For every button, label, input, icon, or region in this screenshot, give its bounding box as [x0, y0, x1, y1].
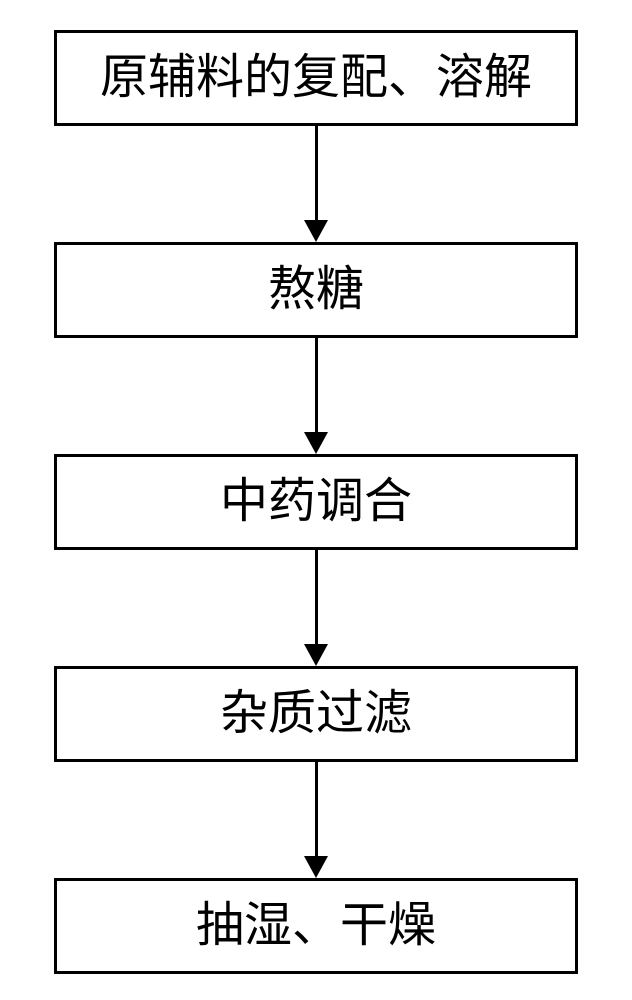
arrow-head-icon	[304, 432, 328, 454]
flowchart-node-step3: 中药调合	[54, 454, 578, 550]
flowchart-node-step4: 杂质过滤	[54, 666, 578, 762]
flowchart-node-label: 抽湿、干燥	[196, 902, 436, 950]
arrow-head-icon	[304, 644, 328, 666]
arrow-head-icon	[304, 220, 328, 242]
arrow-head-icon	[304, 856, 328, 878]
arrow-line	[315, 338, 318, 432]
flowchart-node-step5: 抽湿、干燥	[54, 878, 578, 974]
flowchart-node-label: 中药调合	[220, 478, 412, 526]
flowchart-node-step1: 原辅料的复配、溶解	[54, 30, 578, 126]
arrow-line	[315, 762, 318, 856]
flowchart-node-step2: 熬糖	[54, 242, 578, 338]
arrow-line	[315, 550, 318, 644]
arrow-line	[315, 126, 318, 220]
flowchart-container: 原辅料的复配、溶解 熬糖 中药调合 杂质过滤 抽湿、干燥	[0, 0, 632, 1000]
flowchart-node-label: 熬糖	[268, 266, 364, 314]
flowchart-node-label: 原辅料的复配、溶解	[100, 54, 532, 102]
flowchart-node-label: 杂质过滤	[220, 690, 412, 738]
